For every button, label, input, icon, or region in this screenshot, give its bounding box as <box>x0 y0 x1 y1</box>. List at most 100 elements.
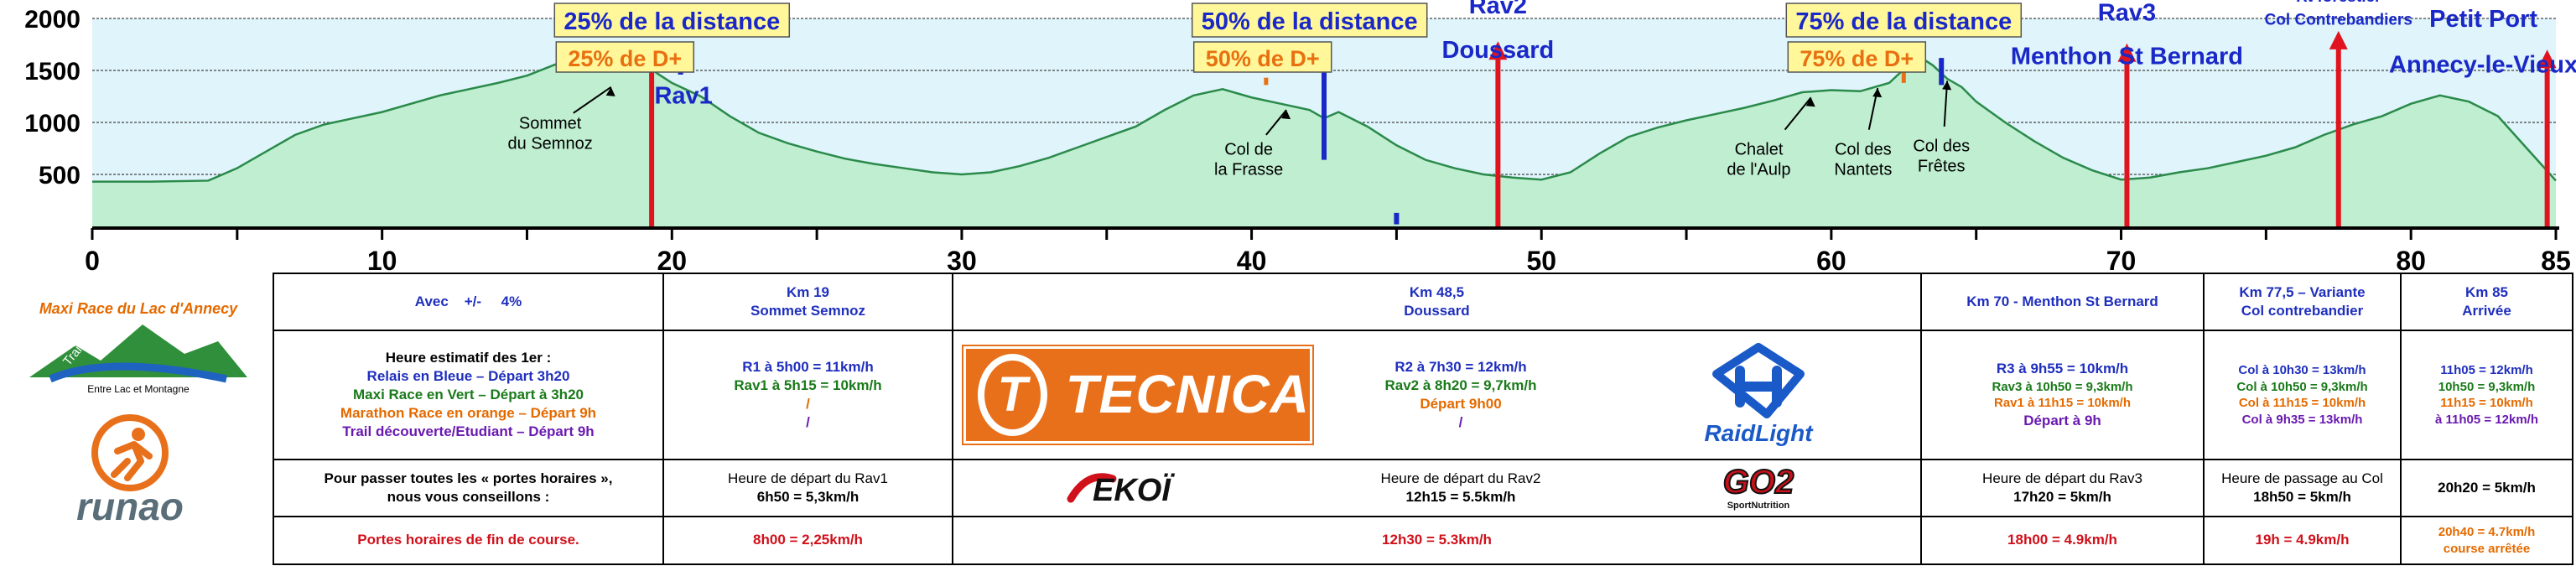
peak-annotation-pointer <box>1784 96 1812 131</box>
advice-km70: Heure de départ du Rav3 17h20 = 5km/h <box>1920 459 2205 517</box>
percent-box-elevation-label: 50% de D+ <box>1206 46 1320 71</box>
cutoff-km48: 12h30 = 5.3km/h <box>952 516 1922 565</box>
cutoff-km19: 8h00 = 2,25km/h <box>662 516 953 565</box>
station-label: Rt forestier <box>2296 0 2381 6</box>
x-tick-label: 70 <box>2106 246 2137 273</box>
peak-annotation-label: Col de <box>1224 140 1273 158</box>
estimates-km70: R3 à 9h55 = 10km/h Rav3 à 10h50 = 9,3km/… <box>1920 330 2205 460</box>
y-tick-label: 500 <box>39 162 80 190</box>
x-tick-label: 10 <box>367 246 397 273</box>
raidlight-logo-word: RaidLight <box>1704 420 1814 446</box>
station-label: Menthon St Bernard <box>2011 44 2243 70</box>
runao-logo-word: runao <box>76 485 184 528</box>
peak-annotation-label: de l'Aulp <box>1727 160 1790 179</box>
x-tick-label: 85 <box>2541 246 2571 273</box>
percent-box <box>1191 3 1428 38</box>
percent-box <box>555 41 695 73</box>
station-label: Annecy-le-Vieux <box>2389 51 2576 78</box>
maxi-race-logo-title: Maxi Race du Lac d'Annecy <box>39 300 238 317</box>
estimates-legend: Heure estimatif des 1er : Relais en Bleu… <box>273 330 664 460</box>
elevation-chart: 500 1000 1500 2000 0 10 20 30 40 50 60 70 80 85 Sommet… <box>24 0 2576 273</box>
estimates-km85: 11h05 = 12km/h 10h50 = 9,3km/h 11h15 = 1… <box>2400 330 2573 460</box>
advice-km48: EKOÏ Heure de départ du Rav2 12h15 = 5.5… <box>952 459 1922 517</box>
station-label: Col Contrebandiers <box>2265 11 2412 29</box>
percent-box-distance-label: 25% de la distance <box>564 8 780 35</box>
cutoff-km70: 18h00 = 4.9km/h <box>1920 516 2205 565</box>
advice-label: Pour passer toutes les « portes horaires… <box>273 459 664 517</box>
tecnica-logo-mark: T <box>978 354 1047 436</box>
ekoi-logo: EKOÏ <box>1067 472 1175 508</box>
x-tick-label: 30 <box>947 246 977 273</box>
cutoff-label: Portes horaires de fin de course. <box>273 516 664 565</box>
peak-annotation-pointer <box>573 86 612 114</box>
station-marker-arrowhead <box>2537 49 2557 69</box>
peak-annotation-label: Col des <box>1913 138 1970 156</box>
station-label: Rav2 <box>1469 0 1527 19</box>
advice-km19: Heure de départ du Rav1 6h50 = 5,3km/h <box>662 459 953 517</box>
table-row-estimates: Heure estimatif des 1er : Relais en Bleu… <box>273 330 2573 460</box>
percent-box-elevation-label: 25% de D+ <box>568 46 682 71</box>
schedule-table: Avec +/- 4% Km 19 Sommet Semnoz Km 48,5 Do… <box>273 273 2573 565</box>
peak-annotation-label: Nantets <box>1834 160 1892 179</box>
percent-box <box>1192 41 1332 73</box>
station-label: Doussard <box>1442 37 1555 64</box>
x-tick-label: 50 <box>1526 246 1556 273</box>
header-tolerance: Avec +/- 4% <box>273 273 664 331</box>
percent-box <box>553 3 791 38</box>
percent-box-distance-label: 75% de la distance <box>1795 8 2012 35</box>
percent-box <box>1787 41 1927 73</box>
header-km70: Km 70 - Menthon St Bernard <box>1920 273 2205 331</box>
table-header-row: Avec +/- 4% Km 19 Sommet Semnoz Km 48,5 Do… <box>273 273 2573 331</box>
header-km85: Km 85 Arrivée <box>2400 273 2573 331</box>
peak-annotation-arrowhead <box>1942 80 1952 91</box>
x-tick-label: 60 <box>1816 246 1846 273</box>
go2-logo: GO2 SportNutrition <box>1722 463 1794 511</box>
raidlight-logo: RaidLight <box>1704 343 1814 446</box>
header-km48: Km 48,5 Doussard <box>952 273 1922 331</box>
estimates-km48: T TECNICA R2 à 7h30 = 12km/h Rav2 à 8h20… <box>952 330 1922 460</box>
peak-annotation-arrowhead <box>1872 88 1883 98</box>
cutoff-km85: 20h40 = 4.7km/h course arrêtée <box>2400 516 2573 565</box>
station-marker-arrowhead <box>1488 41 1508 60</box>
advice-km85: 20h20 = 5km/h <box>2400 459 2573 517</box>
station-marker-arrowhead <box>2329 30 2348 49</box>
station-label: Rav1 <box>654 83 712 110</box>
y-tick-label: 1000 <box>24 110 80 138</box>
peak-annotation-label: la Frasse <box>1214 160 1283 179</box>
peak-annotation-arrowhead <box>1281 110 1291 120</box>
x-tick-label: 80 <box>2396 246 2426 273</box>
x-tick-label: 0 <box>85 246 100 273</box>
header-km77: Km 77,5 – Variante Col contrebandier <box>2203 273 2402 331</box>
tecnica-logo: T TECNICA <box>962 345 1314 445</box>
peak-annotation-arrowhead <box>605 86 615 96</box>
maxi-race-logo-subtitle: Entre Lac et Montagne <box>87 383 190 395</box>
estimates-km19: R1 à 5h00 = 11km/h Rav1 à 5h15 = 10km/h … <box>662 330 953 460</box>
go2-logo-sub: SportNutrition <box>1727 501 1790 511</box>
station-label: Rav3 <box>2098 0 2156 26</box>
y-tick-label: 2000 <box>24 6 80 34</box>
peak-annotation-label: Col des <box>1835 140 1892 158</box>
peak-annotation-label: du Semnoz <box>508 134 593 153</box>
peak-annotation-label: Frêtes <box>1918 158 1966 176</box>
advice-km77: Heure de passage au Col 18h50 = 5km/h <box>2203 459 2402 517</box>
go2-logo-word: GO2 <box>1723 464 1794 501</box>
station-label: Petit Port <box>2429 6 2537 33</box>
maxi-race-logo: Maxi Race du Lac d'Annecy Trail Entre La… <box>29 300 247 395</box>
estimates-km77: Col à 10h30 = 13km/h Col à 10h50 = 9,3km… <box>2203 330 2402 460</box>
percent-box <box>1785 3 2023 38</box>
peak-annotation-label: Chalet <box>1735 140 1784 158</box>
y-tick-label: 1500 <box>24 58 80 86</box>
x-tick-label: 40 <box>1237 246 1267 273</box>
cutoff-km77: 19h = 4.9km/h <box>2203 516 2402 565</box>
peak-annotation-label: Sommet <box>519 114 582 132</box>
x-tick-label: 20 <box>657 246 687 273</box>
ekoi-logo-word: EKOÏ <box>1093 472 1175 508</box>
station-marker-arrowhead <box>2117 43 2137 62</box>
peak-annotation-arrowhead <box>1805 97 1815 107</box>
percent-box-distance-label: 50% de la distance <box>1202 8 1418 35</box>
header-km19: Km 19 Sommet Semnoz <box>662 273 953 331</box>
table-row-advice: Pour passer toutes les « portes horaires… <box>273 459 2573 517</box>
percent-box-elevation-label: 75% de D+ <box>1800 46 1914 71</box>
tecnica-logo-word: TECNICA <box>1065 364 1310 425</box>
table-row-cutoffs: Portes horaires de fin de course. 8h00 =… <box>273 516 2573 565</box>
